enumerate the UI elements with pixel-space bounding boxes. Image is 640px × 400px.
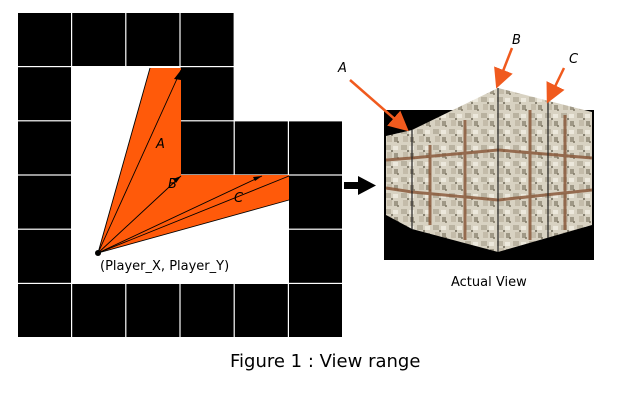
transition-arrow xyxy=(344,176,376,195)
wall-tile xyxy=(180,121,234,175)
wall-tile xyxy=(126,13,180,66)
callout-arrow-b xyxy=(494,47,514,89)
wall-tile xyxy=(180,284,234,337)
field-of-view-area xyxy=(98,68,289,253)
actual-view-caption: Actual View xyxy=(451,275,527,290)
ray-c xyxy=(97,175,263,254)
wall-tile xyxy=(72,284,126,337)
ray-b xyxy=(97,175,182,254)
wall-tile xyxy=(234,284,288,337)
wall-segment-right xyxy=(498,88,592,252)
ray-a-arrowhead xyxy=(174,70,181,80)
wall-tile xyxy=(126,284,180,337)
wall-tile xyxy=(180,67,234,121)
figure-caption: Figure 1 : View range xyxy=(230,351,420,372)
player-coordinates-label: (Player_X, Player_Y) xyxy=(100,259,229,274)
ray-label-b: B xyxy=(168,177,177,192)
wall-segment-left xyxy=(386,130,412,229)
wall-tile xyxy=(289,284,342,337)
wall-tile xyxy=(18,284,71,337)
ray-label-c: C xyxy=(234,191,244,206)
callout-label-b: B xyxy=(512,33,521,48)
wall-tile xyxy=(289,175,342,229)
wall-edges xyxy=(411,88,549,252)
wall-tile xyxy=(289,229,342,283)
wall-tile xyxy=(289,121,342,175)
callout-arrow-a xyxy=(349,79,409,132)
callout-arrows xyxy=(349,47,566,132)
wall-tile xyxy=(18,13,71,66)
ray-b-arrowhead xyxy=(173,176,181,183)
ray-f xyxy=(97,199,290,254)
ray-arrowheads xyxy=(173,70,262,183)
wall-tile xyxy=(72,13,126,66)
ray-a xyxy=(97,69,182,254)
wall-tile xyxy=(18,229,71,283)
ray-d xyxy=(97,175,290,254)
wall-tile xyxy=(18,67,71,121)
ray-label-a: A xyxy=(155,137,165,152)
wall-tile xyxy=(18,121,71,175)
mortar-lines xyxy=(385,110,593,240)
ray-e xyxy=(97,67,151,254)
wall-tile xyxy=(234,121,288,175)
callout-label-a: A xyxy=(337,61,347,76)
player-position-marker xyxy=(95,250,101,256)
callout-label-c: C xyxy=(569,52,579,67)
top-down-map: A B C (Player_X, Player_Y) xyxy=(18,13,342,337)
view-rays xyxy=(97,67,290,254)
ray-c-arrowhead xyxy=(253,176,262,181)
actual-view-panel: A B C Actual View xyxy=(337,33,594,290)
wall-tile xyxy=(180,13,234,66)
map-walls xyxy=(18,13,342,337)
callout-arrow-c xyxy=(546,67,566,104)
wall-segment-middle xyxy=(412,88,498,252)
wall-tile xyxy=(18,175,71,229)
